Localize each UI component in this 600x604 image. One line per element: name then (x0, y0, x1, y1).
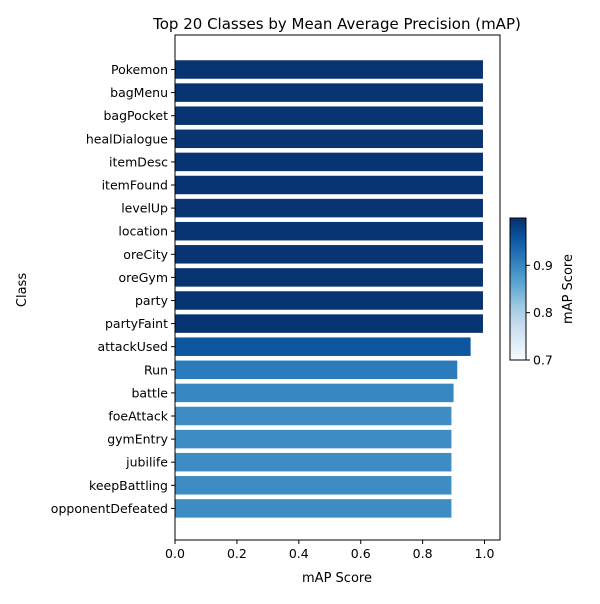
plot-frame (174, 34, 501, 541)
y-tick-label: levelUp (121, 201, 168, 216)
x-tick-label: 1.0 (475, 546, 495, 561)
bar-healDialogue (175, 129, 483, 149)
bar-levelUp (175, 198, 483, 218)
x-tick-label: 0.6 (351, 546, 371, 561)
y-tick-label: gymEntry (107, 432, 168, 447)
colorbar-label: mAP Score (561, 254, 576, 324)
y-tick-label: keepBattling (89, 478, 168, 493)
bar-opponentDefeated (175, 499, 452, 518)
y-tick-label: itemDesc (109, 154, 168, 169)
bar-Pokemon (175, 60, 483, 79)
y-tick-label: battle (131, 385, 168, 400)
bar-party (175, 291, 483, 310)
y-tick-label: location (118, 224, 168, 239)
y-tick-label: Pokemon (111, 62, 168, 77)
x-tick-label: 0.8 (413, 546, 433, 561)
bar-itemDesc (175, 152, 483, 172)
bar-oreCity (175, 245, 483, 264)
y-tick-label: attackUsed (97, 339, 168, 354)
y-tick-label: oreGym (119, 270, 168, 285)
x-tick-label: 0.2 (227, 546, 247, 561)
y-tick-label: bagMenu (110, 85, 168, 100)
bar-Run (175, 360, 458, 380)
y-axis: Pokemon bagMenu bagPocket healDialogue itemD… (51, 62, 175, 516)
x-tick-label: 0.0 (165, 546, 185, 561)
bar-bagPocket (175, 106, 483, 125)
y-tick-label: foeAttack (108, 409, 168, 424)
colorbar-tick-label: 0.8 (533, 305, 553, 320)
bar-keepBattling (175, 476, 452, 495)
bar-jubilife (175, 452, 452, 472)
bar-partyFaint (175, 314, 483, 333)
x-axis-label: mAP Score (302, 571, 372, 586)
y-tick-label: partyFaint (105, 316, 168, 331)
plot-area (175, 60, 483, 518)
x-tick-label: 0.4 (289, 546, 309, 561)
y-axis-label: Class (15, 273, 30, 307)
bar-bagMenu (175, 83, 483, 102)
y-tick-label: jubilife (125, 455, 168, 470)
colorbar-tick-label: 0.7 (533, 353, 553, 368)
y-tick-label: oreCity (123, 247, 168, 262)
x-axis: 0.0 0.2 0.4 0.6 0.8 1.0 (165, 540, 495, 561)
bar-attackUsed (175, 337, 471, 356)
bar-battle (175, 383, 454, 403)
y-tick-label: opponentDefeated (51, 501, 168, 516)
bar-oreGym (175, 268, 483, 287)
y-tick-label: Run (144, 362, 168, 377)
colorbar-tick-label: 0.9 (533, 258, 553, 273)
bar-location (175, 221, 483, 241)
y-tick-label: bagPocket (103, 108, 168, 123)
colorbar: 0.7 0.8 0.9 (509, 217, 553, 368)
bar-gymEntry (175, 429, 452, 449)
y-tick-label: itemFound (102, 178, 168, 193)
y-tick-label: party (135, 293, 169, 308)
y-tick-label: healDialogue (86, 131, 168, 146)
bar-foeAttack (175, 406, 452, 426)
chart-title: Top 20 Classes by Mean Average Precision… (152, 15, 521, 33)
colorbar-gradient (509, 217, 527, 361)
bar-itemFound (175, 175, 483, 195)
